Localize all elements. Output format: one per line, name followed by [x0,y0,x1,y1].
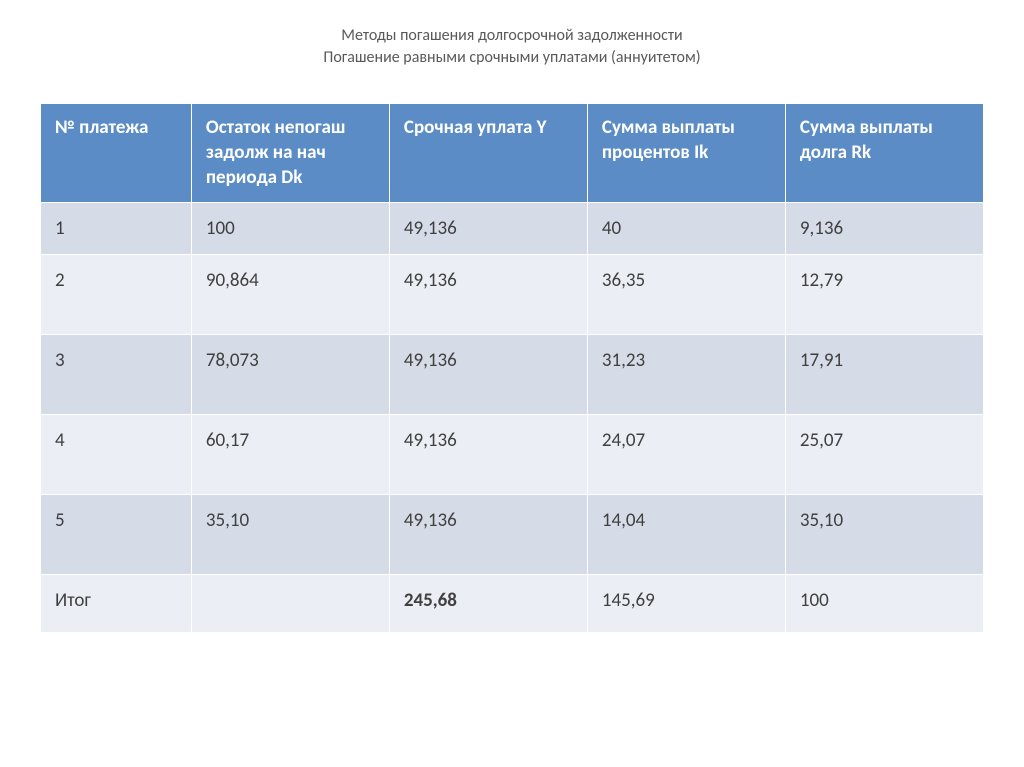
col-header-balance-dk: Остаток непогаш задолж на нач периода Dk [191,104,389,203]
cell-principal: 17,91 [785,335,983,415]
cell-balance: 60,17 [191,415,389,495]
col-header-payment-y: Срочная уплата Y [389,104,587,203]
table-row: 1 100 49,136 40 9,136 [41,203,984,255]
col-header-principal-rk: Сумма выплаты долга Rk [785,104,983,203]
cell-balance: 78,073 [191,335,389,415]
cell-interest: 24,07 [587,415,785,495]
table-header-row: № платежа Остаток непогаш задолж на нач … [41,104,984,203]
cell-balance: 90,864 [191,255,389,335]
cell-payment-y: 49,136 [389,203,587,255]
cell-payment-no: 4 [41,415,192,495]
cell-payment-y: 49,136 [389,495,587,575]
title-line-2: Погашение равными срочными уплатами (анн… [40,47,984,69]
title-line-1: Методы погашения долгосрочной задолженно… [40,25,984,47]
cell-principal: 12,79 [785,255,983,335]
cell-payment-no: 5 [41,495,192,575]
cell-interest: 36,35 [587,255,785,335]
col-header-payment-no: № платежа [41,104,192,203]
table-row-total: Итог 245,68 145,69 100 [41,575,984,633]
table-row: 4 60,17 49,136 24,07 25,07 [41,415,984,495]
cell-interest: 31,23 [587,335,785,415]
cell-payment-no: 2 [41,255,192,335]
table-row: 2 90,864 49,136 36,35 12,79 [41,255,984,335]
cell-total-interest: 145,69 [587,575,785,633]
cell-total-balance [191,575,389,633]
table-row: 5 35,10 49,136 14,04 35,10 [41,495,984,575]
cell-principal: 9,136 [785,203,983,255]
page-title-block: Методы погашения долгосрочной задолженно… [40,25,984,68]
cell-payment-y: 49,136 [389,415,587,495]
cell-total-payment-y: 245,68 [389,575,587,633]
cell-total-label: Итог [41,575,192,633]
debt-repayment-table: № платежа Остаток непогаш задолж на нач … [40,103,984,633]
cell-principal: 35,10 [785,495,983,575]
table-row: 3 78,073 49,136 31,23 17,91 [41,335,984,415]
cell-payment-y: 49,136 [389,335,587,415]
cell-balance: 100 [191,203,389,255]
cell-total-principal: 100 [785,575,983,633]
cell-balance: 35,10 [191,495,389,575]
col-header-interest-ik: Сумма выплаты процентов Ik [587,104,785,203]
cell-payment-y: 49,136 [389,255,587,335]
cell-interest: 40 [587,203,785,255]
cell-payment-no: 3 [41,335,192,415]
cell-interest: 14,04 [587,495,785,575]
cell-payment-no: 1 [41,203,192,255]
cell-principal: 25,07 [785,415,983,495]
